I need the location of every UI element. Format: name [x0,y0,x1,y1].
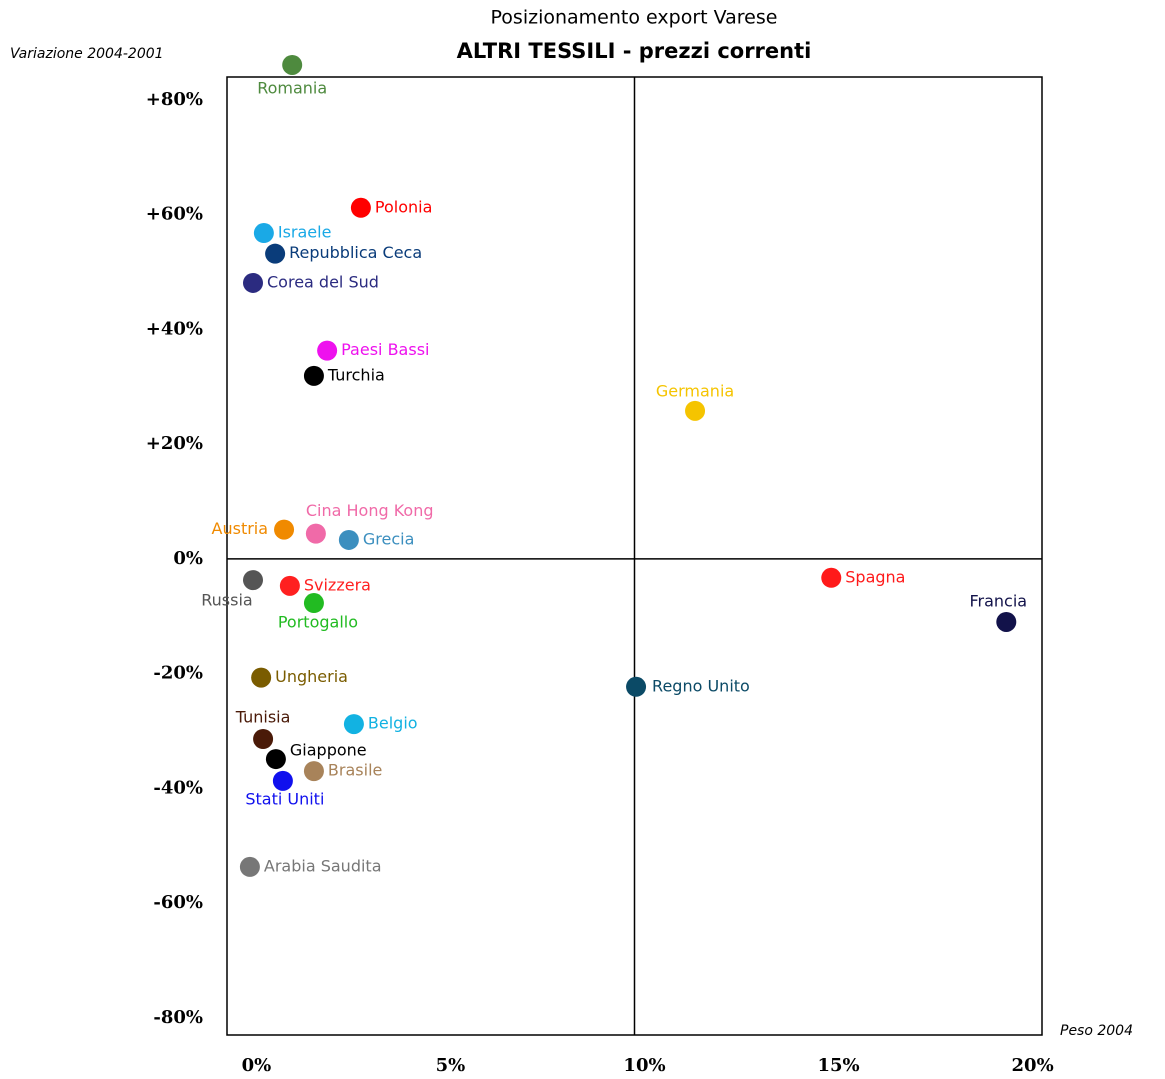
x-tick-label: 15% [817,1055,859,1076]
point-label: Paesi Bassi [341,340,429,359]
point-label: Brasile [328,761,382,780]
point-label: Romania [257,78,327,97]
point-label: Russia [201,591,252,610]
point [265,749,286,770]
point-label: Corea del Sud [267,272,379,291]
point [272,770,293,791]
point-label: Regno Unito [652,676,750,695]
point-label: Stati Uniti [245,789,324,808]
point-label: Austria [212,519,269,538]
point-label: Repubblica Ceca [289,243,422,262]
y-tick-label: +40% [146,318,203,339]
point [303,593,324,614]
point [350,197,371,218]
point [685,400,706,421]
point [253,728,274,749]
point [996,611,1017,632]
point [303,365,324,386]
y-tick-label: +20% [146,433,203,454]
point [265,243,286,264]
point-label: Francia [969,591,1027,610]
point-label: Grecia [363,529,415,548]
y-tick-label: 0% [173,548,203,569]
point-label: Tunisia [235,707,291,726]
y-axis-label: Variazione 2004-2001 [10,46,164,62]
point [626,676,647,697]
point [279,575,300,596]
y-tick-label: -40% [153,777,203,798]
point [338,529,359,550]
point [317,340,338,361]
chart-subtitle: ALTRI TESSILI - prezzi correnti [457,39,812,63]
point [274,519,295,540]
point [305,523,326,544]
point-label: Giappone [290,741,367,760]
point-label: Spagna [845,567,905,586]
chart-title: Posizionamento export Varese [491,7,778,29]
y-tick-label: -60% [153,892,203,913]
y-tick-label: +80% [146,89,203,110]
point-label: Polonia [375,197,433,216]
point [303,761,324,782]
point [239,856,260,877]
point [282,54,303,75]
x-tick-label: 5% [436,1055,466,1076]
point-label: Cina Hong Kong [306,501,434,520]
x-tick-label: 0% [242,1055,272,1076]
point-label: Svizzera [304,575,371,594]
y-tick-label: +60% [146,204,203,225]
point-label: Belgio [368,714,418,733]
y-tick-label: -20% [153,663,203,684]
point [343,714,364,735]
point-label: Ungheria [275,667,348,686]
point [251,667,272,688]
point-label: Arabia Saudita [264,856,382,875]
point-label: Israele [278,223,332,242]
x-axis-label: Peso 2004 [1060,1023,1133,1039]
y-tick-label: -80% [153,1007,203,1028]
point [253,223,274,244]
point [243,272,264,293]
point [243,570,264,591]
point-label: Portogallo [278,613,358,632]
point-label: Turchia [327,365,385,384]
x-tick-label: 10% [623,1055,665,1076]
x-tick-label: 20% [1012,1055,1054,1076]
point [821,567,842,588]
point-label: Germania [656,381,734,400]
